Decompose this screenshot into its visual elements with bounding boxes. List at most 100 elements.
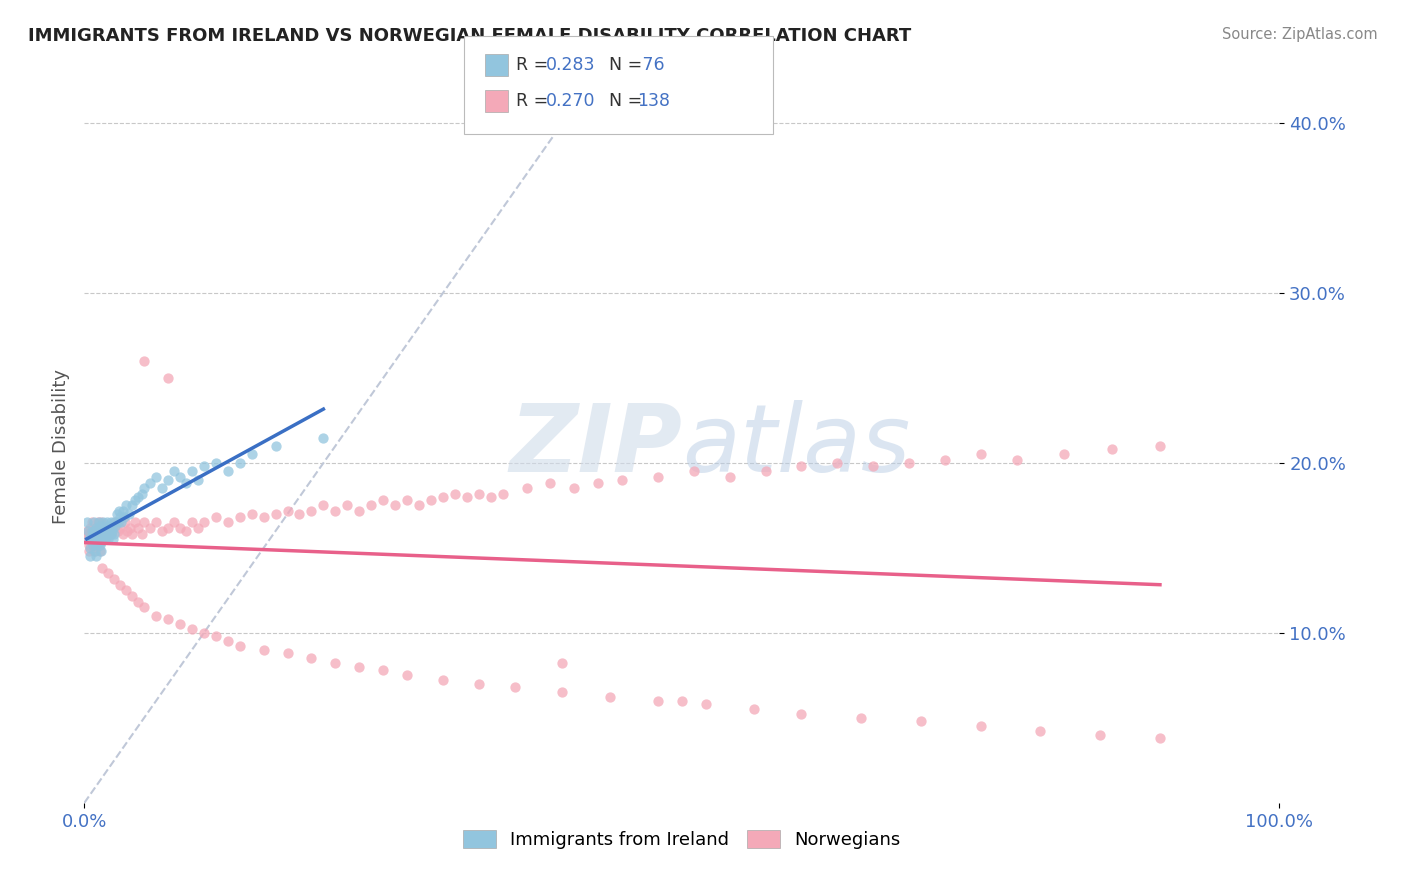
Text: ZIP: ZIP (509, 400, 682, 492)
Point (86, 524, 108, 538)
Point (121, 527, 143, 541)
Point (240, 448, 263, 462)
Point (898, 456, 921, 470)
Point (683, 465, 706, 479)
Point (131, 486, 153, 500)
Point (94, 533, 117, 547)
Point (124, 516, 146, 530)
Point (100, 527, 122, 541)
Point (551, 657, 574, 671)
Point (432, 673, 454, 688)
Point (84, 527, 107, 541)
Point (862, 459, 884, 474)
Point (86, 529, 108, 543)
Point (86, 549, 108, 564)
Point (124, 493, 146, 508)
Point (325, 657, 347, 671)
Point (115, 499, 138, 513)
Point (107, 516, 129, 530)
Point (127, 490, 149, 504)
Point (1053, 448, 1076, 462)
Point (264, 507, 287, 521)
Point (103, 516, 125, 530)
Point (86, 524, 108, 538)
Point (373, 663, 395, 677)
Point (84, 544, 107, 558)
Point (98, 524, 121, 538)
Point (384, 499, 406, 513)
Point (108, 503, 131, 517)
Point (94, 529, 117, 543)
Point (77, 524, 100, 538)
Point (101, 520, 124, 534)
Legend: Immigrants from Ireland, Norwegians: Immigrants from Ireland, Norwegians (454, 821, 910, 858)
Point (217, 634, 239, 648)
Point (96, 524, 118, 538)
Point (301, 503, 323, 517)
Point (97, 520, 120, 534)
Point (396, 493, 419, 508)
Point (193, 626, 215, 640)
Point (516, 482, 538, 496)
Point (468, 486, 491, 500)
Point (84, 533, 107, 547)
Point (1149, 731, 1171, 746)
Point (174, 476, 197, 491)
Point (83, 516, 105, 530)
Point (349, 660, 371, 674)
Point (910, 714, 932, 729)
Point (86, 520, 108, 534)
Point (336, 499, 359, 513)
Point (111, 503, 134, 517)
Point (82, 537, 104, 551)
Point (755, 465, 778, 479)
Point (114, 516, 136, 530)
Point (145, 516, 167, 530)
Point (193, 516, 215, 530)
Point (373, 493, 395, 508)
Point (101, 533, 124, 547)
Point (89, 537, 111, 551)
Point (479, 490, 502, 504)
Point (132, 482, 156, 496)
Point (132, 516, 156, 530)
Point (742, 702, 765, 716)
Point (253, 510, 276, 524)
Point (174, 524, 197, 538)
Point (169, 617, 191, 632)
Point (91, 524, 114, 538)
Point (101, 520, 124, 534)
Point (112, 510, 135, 524)
Point (91, 561, 114, 575)
Point (277, 646, 299, 660)
Point (107, 524, 129, 538)
Point (187, 473, 209, 487)
Point (1090, 728, 1112, 742)
Point (827, 456, 849, 470)
Point (468, 677, 491, 691)
Point (90, 533, 112, 547)
Point (80, 524, 103, 538)
Point (127, 595, 149, 609)
Point (253, 643, 276, 657)
Point (117, 524, 139, 538)
Point (193, 459, 215, 474)
Point (444, 486, 467, 500)
Point (205, 510, 228, 524)
Point (229, 640, 252, 654)
Point (79, 541, 101, 555)
Point (181, 623, 204, 637)
Text: IMMIGRANTS FROM IRELAND VS NORWEGIAN FEMALE DISABILITY CORRELATION CHART: IMMIGRANTS FROM IRELAND VS NORWEGIAN FEM… (28, 27, 911, 45)
Point (103, 527, 125, 541)
Point (105, 507, 128, 521)
Point (100, 516, 122, 530)
Point (79, 527, 101, 541)
Point (229, 510, 252, 524)
Point (97, 566, 120, 581)
Point (118, 520, 141, 534)
Point (150, 524, 173, 538)
Point (612, 473, 634, 487)
Point (157, 473, 180, 487)
Point (77, 527, 100, 541)
Point (83, 524, 105, 538)
